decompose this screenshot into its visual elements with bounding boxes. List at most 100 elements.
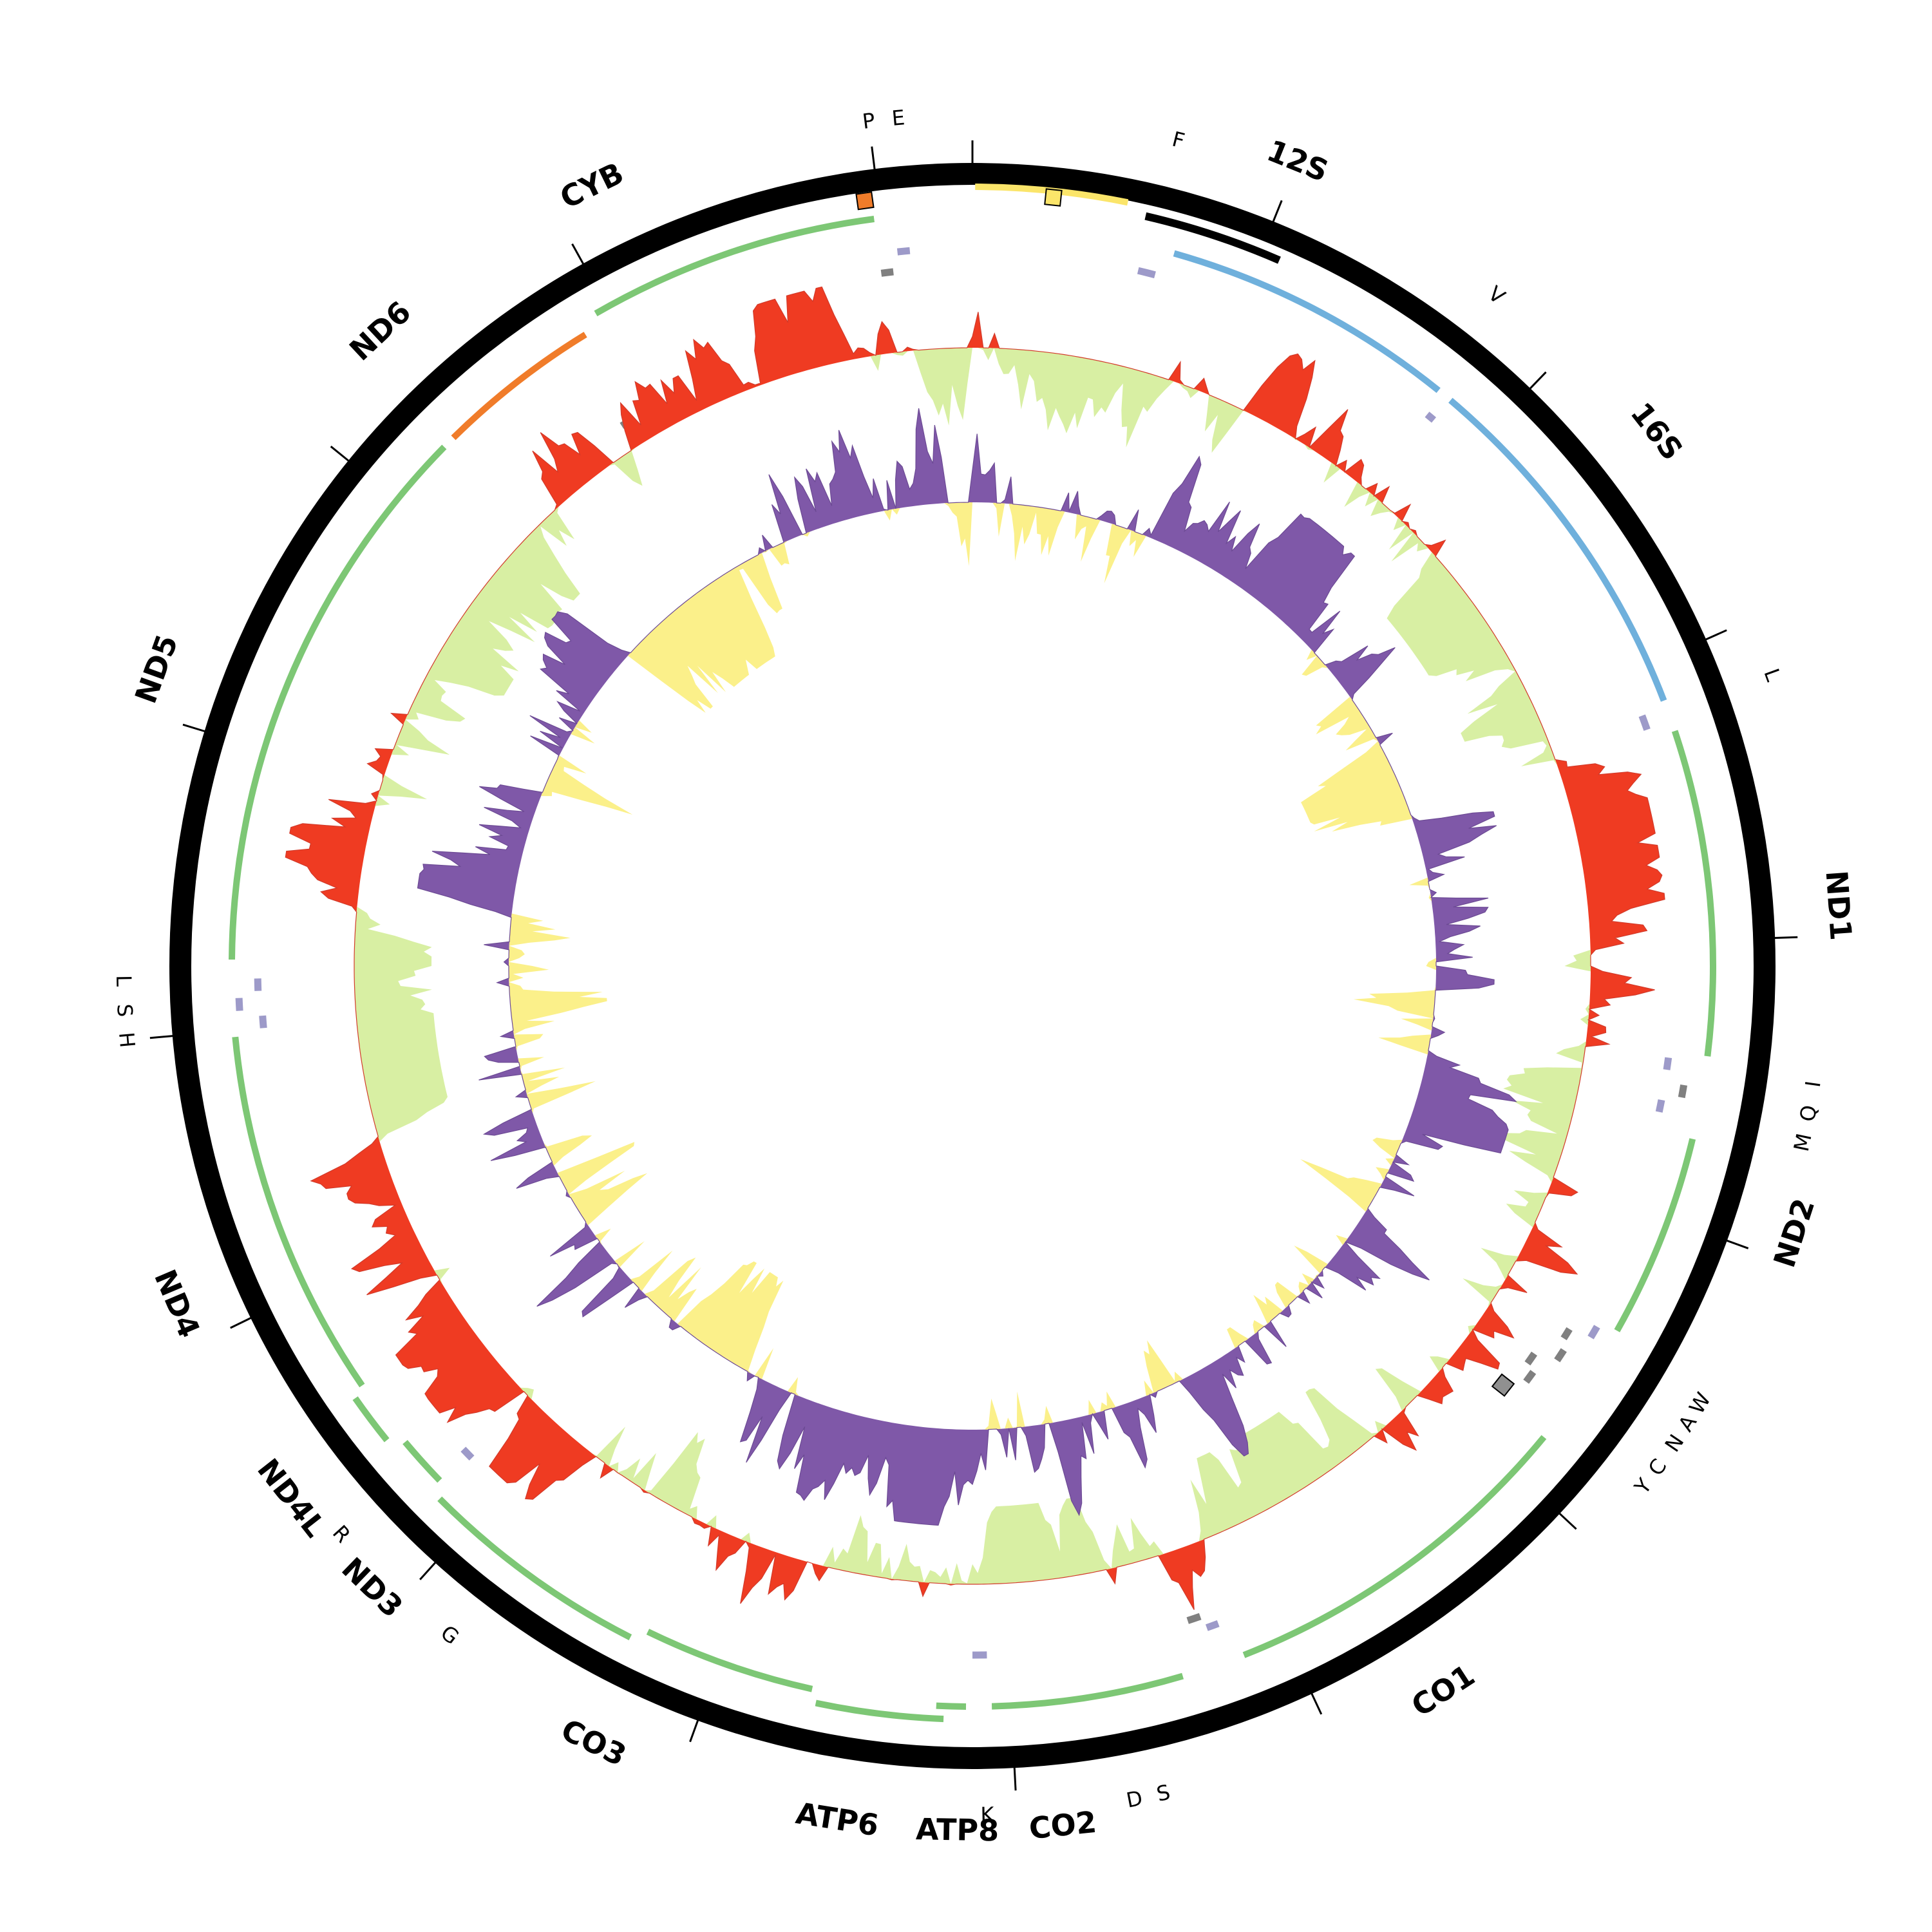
outer-genome-ring <box>169 163 1776 1769</box>
trna-mark <box>1587 1325 1600 1340</box>
scale-tick <box>1558 1511 1577 1530</box>
gene-label: ND6 <box>343 294 417 368</box>
origin-yellow-square <box>1044 188 1063 207</box>
nd2-gene-arc <box>1614 1138 1696 1332</box>
nd3-gene-arc <box>402 1439 442 1483</box>
trna-mark <box>1554 1348 1567 1363</box>
trna-label: R <box>328 1520 355 1548</box>
nd1-gene-arc <box>1671 730 1716 1057</box>
gene-label: ND5 <box>128 630 185 708</box>
scale-tick <box>149 1035 174 1039</box>
trna-label: E <box>891 105 905 131</box>
gene-label: CYB <box>554 155 629 215</box>
origin-markers <box>855 188 1515 1397</box>
gene-label: 16S <box>1624 396 1689 467</box>
trna-label: L <box>1759 665 1786 685</box>
scale-tick <box>1013 1766 1017 1791</box>
trna-label: M <box>1789 1132 1817 1154</box>
cyb-gene-arc <box>594 216 875 317</box>
scale-tick <box>1310 1692 1323 1715</box>
atp6-gene-arc <box>815 1700 944 1723</box>
origin-orange-square <box>855 191 875 211</box>
trna-label: I <box>1801 1079 1826 1089</box>
origin-grey-square <box>1491 1373 1515 1397</box>
gene-label: ND1 <box>1819 869 1858 942</box>
trna-mark <box>880 268 894 277</box>
trna-label: Y <box>1629 1473 1657 1499</box>
trna-mark <box>1186 1613 1202 1624</box>
trna-mark <box>1663 1057 1672 1070</box>
at-skew-track <box>417 408 1517 1526</box>
scale-tick <box>571 243 585 265</box>
scale-tick <box>1704 629 1727 641</box>
trna-mark <box>1523 1370 1537 1384</box>
12s-rrna-arc <box>1173 250 1441 393</box>
trna-label: G <box>436 1620 464 1649</box>
skew-negative-band <box>509 502 1436 1430</box>
gc-skew-track <box>285 286 1665 1610</box>
nd6-gene-arc <box>451 332 587 440</box>
trna-mark <box>1524 1351 1538 1366</box>
trna-label: S <box>1154 1779 1172 1806</box>
trna-mark <box>1205 1620 1220 1631</box>
trna-label: N <box>1660 1430 1689 1456</box>
trna-label: A <box>1673 1411 1701 1436</box>
trna-mark <box>1655 1099 1665 1113</box>
trna-label: V <box>1484 281 1510 309</box>
trna-label: D <box>1124 1786 1144 1813</box>
scale-tick <box>1725 1239 1749 1249</box>
scale-tick <box>419 1561 437 1580</box>
gene-track <box>229 184 1716 1723</box>
trna-mark <box>1425 412 1437 423</box>
trna-mark <box>1137 267 1156 279</box>
co1-gene-arc <box>1242 1435 1547 1658</box>
trna-label: F <box>1170 127 1187 153</box>
trna-mark <box>896 247 911 256</box>
scale-ticks <box>149 140 1798 1791</box>
trna-mark <box>259 1015 267 1028</box>
16s-rrna-arc <box>1448 397 1667 702</box>
trna-label: L <box>111 975 136 987</box>
control-region-black-arc <box>1144 212 1281 264</box>
atp8-gene-arc <box>936 1702 967 1710</box>
co2-gene-arc <box>991 1672 1184 1710</box>
trna-label: S <box>112 1003 137 1018</box>
co3-tail-arc <box>437 1496 632 1640</box>
scale-tick <box>689 1719 699 1743</box>
gene-label: ATP8 <box>916 1812 999 1848</box>
nd4-gene-arc <box>232 1036 365 1388</box>
trna-mark <box>1560 1327 1573 1341</box>
trna-label: W <box>1684 1388 1716 1419</box>
skew-outline <box>417 408 1517 1526</box>
skew-negative-band <box>354 348 1591 1584</box>
trna-mark <box>460 1446 475 1461</box>
scale-tick <box>1774 936 1798 940</box>
trna-label: Q <box>1795 1103 1822 1123</box>
trna-label: H <box>114 1031 140 1048</box>
trna-label: P <box>861 108 876 134</box>
scale-tick <box>871 146 876 171</box>
gene-label: ND2 <box>1766 1194 1821 1271</box>
trna-mark <box>1678 1084 1688 1099</box>
trna-label: C <box>1643 1454 1672 1480</box>
trna-mark <box>235 998 243 1011</box>
scale-tick <box>1271 200 1283 223</box>
trna-mark <box>1638 714 1651 731</box>
gene-label: ND4 <box>147 1265 207 1343</box>
gene-label: CO1 <box>1405 1658 1481 1723</box>
gene-label: ATP6 <box>793 1795 881 1843</box>
gene-label: CO2 <box>1027 1804 1098 1846</box>
trna-track <box>235 247 1688 1659</box>
co3-gene-arc <box>646 1629 813 1692</box>
trna-label: K <box>980 1803 995 1827</box>
gene-label: ND3 <box>335 1551 410 1624</box>
skew-outline <box>285 286 1665 1610</box>
skew-positive-band <box>417 408 1517 1526</box>
gene-label: 12S <box>1262 133 1333 188</box>
nd4l-gene-arc <box>352 1396 390 1443</box>
scale-tick <box>230 1316 252 1329</box>
nd5-gene-arc <box>229 444 447 960</box>
gene-label: ND4L <box>251 1452 333 1544</box>
scale-tick <box>1528 371 1547 390</box>
